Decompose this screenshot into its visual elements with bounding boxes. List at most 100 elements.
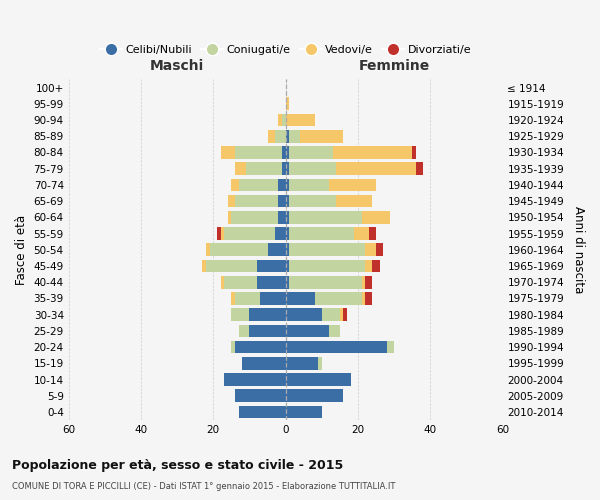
Bar (336, 195, 373, 207)
Bar (228, 211, 232, 224)
Bar (235, 195, 278, 207)
Bar (286, 98, 289, 110)
Bar (239, 406, 286, 418)
Bar (250, 308, 286, 321)
Bar (235, 162, 246, 175)
Bar (289, 228, 355, 240)
Text: Femmine: Femmine (358, 59, 430, 73)
Bar (286, 341, 387, 353)
Bar (286, 162, 289, 175)
Bar (221, 276, 224, 288)
Bar (260, 292, 286, 305)
Bar (322, 308, 340, 321)
Bar (387, 341, 394, 353)
Bar (209, 244, 268, 256)
Bar (289, 178, 329, 192)
Bar (235, 390, 286, 402)
Bar (286, 374, 350, 386)
Bar (329, 178, 376, 192)
Bar (289, 244, 365, 256)
Y-axis label: Anni di nascita: Anni di nascita (572, 206, 585, 294)
Bar (369, 228, 376, 240)
Bar (365, 244, 376, 256)
Bar (286, 324, 329, 337)
Bar (362, 292, 365, 305)
Bar (289, 211, 362, 224)
Bar (278, 195, 286, 207)
Bar (340, 308, 343, 321)
Bar (289, 260, 365, 272)
Bar (278, 211, 286, 224)
Bar (286, 211, 289, 224)
Bar (286, 390, 343, 402)
Bar (365, 260, 373, 272)
Bar (286, 195, 289, 207)
Bar (275, 228, 286, 240)
Bar (282, 162, 286, 175)
Bar (286, 406, 322, 418)
Bar (362, 276, 365, 288)
Bar (232, 178, 239, 192)
Bar (282, 146, 286, 159)
Bar (235, 341, 286, 353)
Bar (217, 228, 221, 240)
Bar (275, 130, 286, 142)
Bar (224, 276, 257, 288)
Bar (224, 374, 286, 386)
Bar (286, 292, 314, 305)
Bar (268, 244, 286, 256)
Bar (221, 146, 235, 159)
Bar (232, 308, 250, 321)
Bar (278, 178, 286, 192)
Bar (376, 244, 383, 256)
Text: Maschi: Maschi (150, 59, 204, 73)
Bar (365, 276, 373, 288)
Text: COMUNE DI TORA E PICCILLI (CE) - Dati ISTAT 1° gennaio 2015 - Elaborazione TUTTI: COMUNE DI TORA E PICCILLI (CE) - Dati IS… (12, 482, 395, 491)
Bar (278, 114, 282, 126)
Bar (221, 228, 224, 240)
Bar (206, 244, 209, 256)
Bar (289, 195, 336, 207)
Bar (282, 114, 286, 126)
Bar (416, 162, 423, 175)
Bar (336, 162, 416, 175)
Bar (355, 228, 369, 240)
Bar (318, 357, 322, 370)
Bar (286, 114, 314, 126)
Bar (246, 162, 282, 175)
Bar (343, 308, 347, 321)
Bar (239, 178, 278, 192)
Bar (239, 324, 250, 337)
Bar (289, 146, 332, 159)
Bar (228, 195, 235, 207)
Bar (268, 130, 275, 142)
Bar (232, 211, 278, 224)
Text: Popolazione per età, sesso e stato civile - 2015: Popolazione per età, sesso e stato civil… (12, 460, 343, 472)
Bar (257, 276, 286, 288)
Bar (289, 276, 362, 288)
Bar (365, 292, 373, 305)
Bar (300, 130, 343, 142)
Bar (224, 228, 275, 240)
Bar (250, 324, 286, 337)
Bar (286, 244, 289, 256)
Bar (286, 357, 318, 370)
Bar (362, 211, 391, 224)
Bar (314, 292, 362, 305)
Bar (232, 292, 235, 305)
Bar (286, 178, 289, 192)
Bar (235, 292, 260, 305)
Bar (202, 260, 206, 272)
Bar (286, 260, 289, 272)
Bar (206, 260, 257, 272)
Bar (235, 146, 282, 159)
Legend: Celibi/Nubili, Coniugati/e, Vedovi/e, Divorziati/e: Celibi/Nubili, Coniugati/e, Vedovi/e, Di… (95, 41, 476, 60)
Bar (286, 308, 322, 321)
Bar (242, 357, 286, 370)
Bar (286, 228, 289, 240)
Bar (329, 324, 340, 337)
Bar (232, 341, 235, 353)
Bar (286, 146, 289, 159)
Bar (286, 276, 289, 288)
Y-axis label: Fasce di età: Fasce di età (15, 215, 28, 285)
